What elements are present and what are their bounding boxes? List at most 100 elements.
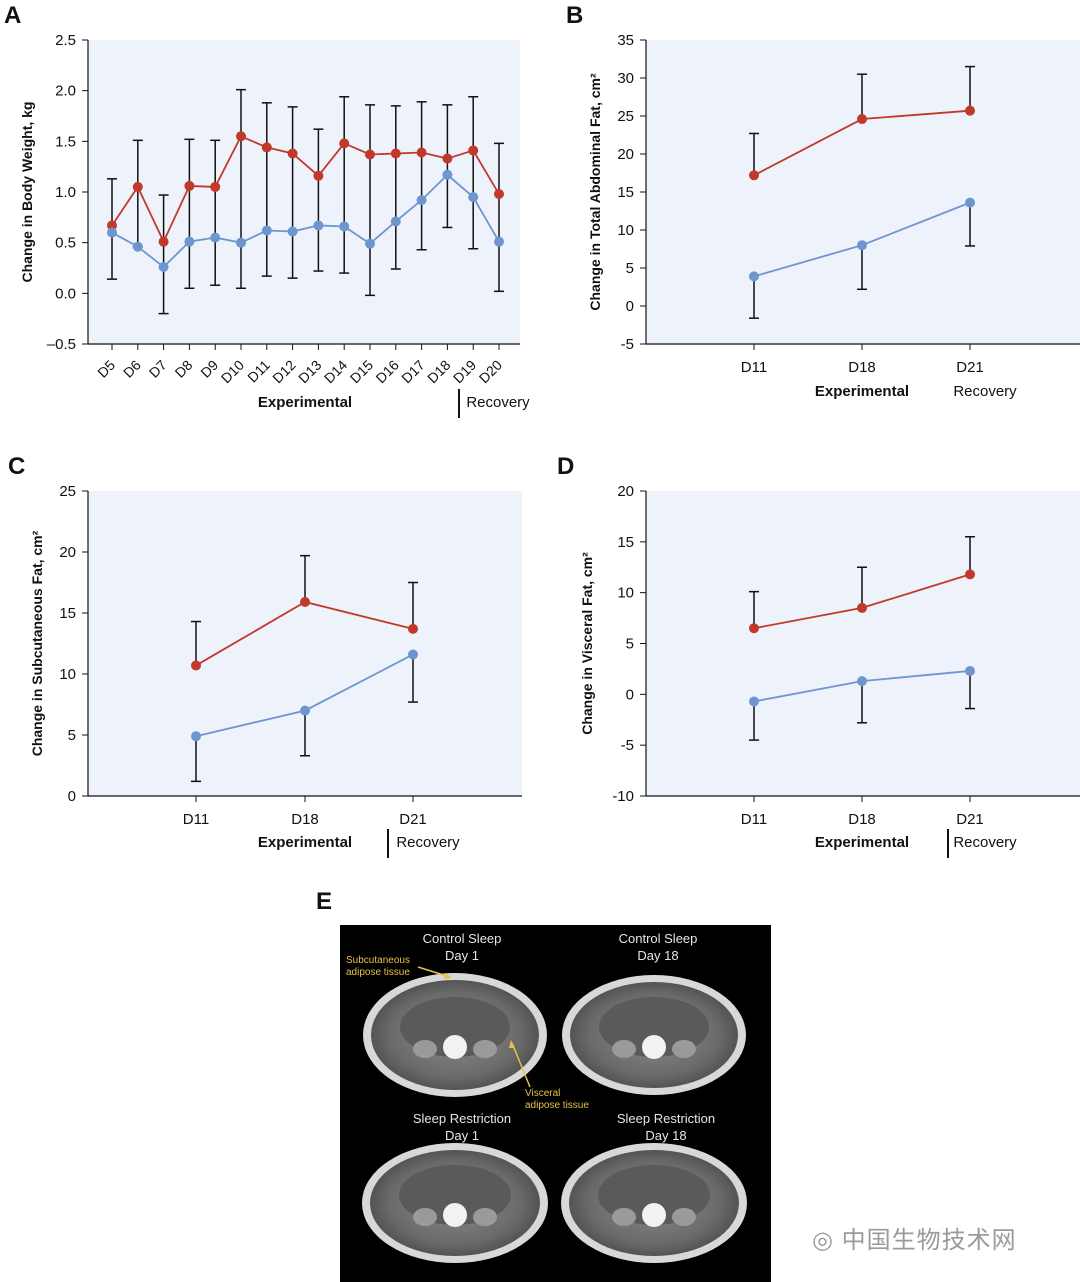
data-point-sleep-restriction: [749, 623, 759, 634]
y-tick-label: 15: [617, 534, 634, 551]
data-point-control-sleep: [210, 232, 221, 243]
x-group-label-recovery: Recovery: [953, 834, 1017, 851]
data-point-control-sleep: [494, 236, 504, 247]
x-tick-label: D20: [476, 357, 506, 387]
visceral-arrow-icon: [511, 1042, 531, 1088]
ct-label-restriction-day18: Sleep Restriction Day 18: [616, 1111, 716, 1143]
data-point-sleep-restriction: [191, 660, 201, 671]
data-point-control-sleep: [365, 238, 375, 249]
data-point-sleep-restriction: [107, 220, 117, 231]
y-tick-label: 10: [59, 666, 76, 683]
chart-d-visceral-fat: -10 -5 0 5 10 15 20 Change in Visceral Fat, cm²…: [579, 483, 1080, 858]
y-tick-label: 0.5: [55, 235, 76, 252]
panel-letter-a: A: [4, 2, 22, 29]
x-group-label-recovery: Recovery: [466, 394, 530, 411]
x-tick-label: D11: [244, 357, 273, 386]
chart-a-body-weight: –0.5 0.0 0.5 1.0 1.5 2.0 2.5 Change in Body Wei…: [19, 32, 530, 418]
y-tick-label: 20: [617, 146, 634, 163]
data-point-sleep-restriction: [132, 181, 143, 192]
x-tick-label: D16: [372, 357, 402, 387]
x-tick-label: D12: [269, 357, 299, 387]
x-group-label-experimental: Experimental: [258, 394, 352, 411]
x-tick-label: D10: [218, 357, 248, 387]
y-axis-label: Change in Visceral Fat, cm²: [579, 552, 595, 735]
data-point-control-sleep: [339, 221, 350, 232]
y-tick-label: 2.5: [55, 32, 76, 49]
y-tick-label: 25: [617, 108, 634, 125]
y-tick-label: 20: [59, 544, 76, 561]
y-axis-label: Change in Total Abdominal Fat, cm²: [587, 73, 603, 311]
x-tick-label: D11: [741, 811, 767, 828]
data-point-sleep-restriction: [390, 148, 401, 159]
y-tick-label: 25: [59, 483, 76, 500]
x-tick-label: D13: [295, 357, 325, 387]
plot-area: [646, 40, 1080, 344]
watermark: ◎ 中国生物技术网: [812, 1227, 1017, 1254]
data-point-control-sleep: [749, 696, 759, 707]
y-tick-label: -5: [621, 336, 634, 353]
y-axis-label: Change in Subcutaneous Fat, cm²: [29, 530, 45, 756]
ct-scan-figure: Control Sleep Day 1 Control Sleep Day 18 S…: [340, 925, 771, 1282]
y-tick-label: 1.5: [55, 133, 76, 150]
data-point-control-sleep: [300, 705, 310, 716]
x-tick-label: D18: [848, 811, 876, 828]
x-tick-label: D21: [956, 359, 984, 376]
data-point-sleep-restriction: [261, 142, 272, 153]
data-point-sleep-restriction: [339, 138, 350, 149]
data-point-control-sleep: [313, 220, 324, 231]
data-point-sleep-restriction: [313, 170, 324, 181]
x-tick-label: D18: [291, 811, 319, 828]
data-point-sleep-restriction: [300, 597, 310, 608]
data-point-control-sleep: [408, 649, 418, 660]
subcutaneous-arrow-icon: [417, 966, 451, 978]
data-point-sleep-restriction: [236, 131, 246, 142]
data-point-sleep-restriction: [468, 145, 479, 156]
plot-area: [88, 40, 520, 344]
data-point-sleep-restriction: [158, 236, 169, 247]
y-tick-label: 2.0: [55, 83, 76, 100]
x-tick-label: D7: [146, 357, 170, 381]
x-group-label-recovery: Recovery: [953, 383, 1017, 400]
data-point-control-sleep: [749, 271, 759, 282]
panel-letter-c: C: [8, 453, 26, 480]
y-tick-label: 0: [68, 788, 76, 805]
x-tick-label: D6: [120, 357, 144, 381]
y-tick-label: 10: [617, 222, 634, 239]
data-point-sleep-restriction: [442, 153, 453, 164]
panel-letter-e: E: [316, 888, 333, 915]
y-tick-label: 0: [626, 686, 634, 703]
y-tick-label: 5: [626, 636, 634, 653]
data-point-control-sleep: [857, 240, 867, 251]
x-tick-label: D14: [321, 357, 351, 387]
panel-letter-b: B: [566, 2, 584, 29]
x-tick-label: D19: [450, 357, 480, 387]
data-point-control-sleep: [236, 237, 246, 248]
spine-icon: [642, 1203, 666, 1227]
series-line-control-sleep: [111, 173, 500, 269]
data-point-sleep-restriction: [965, 569, 975, 580]
data-point-sleep-restriction: [494, 189, 504, 200]
y-axis-label: Change in Body Weight, kg: [19, 102, 35, 283]
spine-icon: [443, 1203, 467, 1227]
y-tick-label: 0.0: [55, 285, 76, 302]
ct-scan-restriction-day18: [561, 1143, 747, 1263]
y-tick-label: -10: [612, 788, 634, 805]
data-point-control-sleep: [184, 236, 195, 247]
annotation-subcutaneous: Subcutaneous adipose tissue: [346, 955, 410, 978]
y-tick-label: 30: [617, 70, 634, 87]
data-point-control-sleep: [132, 241, 143, 252]
ct-scans-graphic: [362, 966, 747, 1263]
ct-scan-control-day1: [363, 973, 547, 1097]
ct-label-control-day18: Control Sleep Day 18: [618, 931, 698, 963]
data-point-control-sleep: [857, 676, 867, 687]
y-tick-label: 5: [68, 727, 76, 744]
x-tick-label: D21: [956, 811, 984, 828]
x-group-label-experimental: Experimental: [258, 834, 352, 851]
y-tick-label: 35: [617, 32, 634, 49]
ct-label-control-day1: Control Sleep Day 1: [422, 931, 502, 963]
y-tick-label: 1.0: [55, 184, 76, 201]
data-point-sleep-restriction: [210, 181, 221, 192]
x-tick-label: D15: [347, 357, 377, 387]
ct-scan-control-day18: [562, 975, 746, 1095]
ct-scan-restriction-day1: [362, 1143, 548, 1263]
